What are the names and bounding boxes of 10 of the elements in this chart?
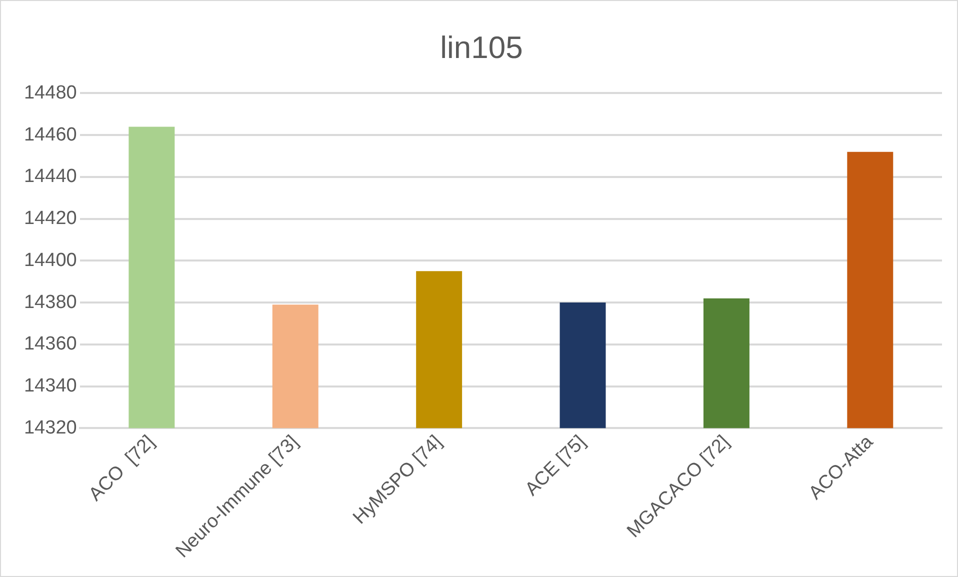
y-tick-label: 14460 <box>24 124 77 146</box>
y-tick-label: 14360 <box>24 334 77 355</box>
y-tick-label: 14440 <box>24 166 77 188</box>
y-tick-label: 14380 <box>24 292 77 313</box>
y-tick-label: 14340 <box>24 376 77 397</box>
chart-title: lin105 <box>440 30 523 66</box>
y-tick-label: 14420 <box>24 208 77 230</box>
y-tick-label: 14320 <box>24 417 77 438</box>
y-tick-label: 14480 <box>24 82 77 104</box>
y-tick-label: 14400 <box>24 250 77 271</box>
